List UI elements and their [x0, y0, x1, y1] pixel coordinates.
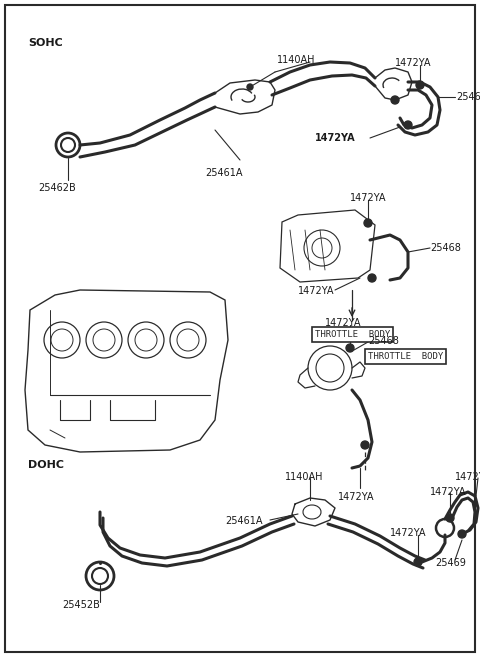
- Text: 1472YA: 1472YA: [338, 492, 374, 502]
- Text: DOHC: DOHC: [28, 460, 64, 470]
- Text: 1472YA: 1472YA: [315, 133, 356, 143]
- Text: 25469: 25469: [456, 92, 480, 102]
- Circle shape: [416, 81, 424, 89]
- Text: 1472YA: 1472YA: [325, 318, 361, 328]
- Circle shape: [458, 530, 466, 538]
- Circle shape: [446, 514, 454, 522]
- Text: 25461A: 25461A: [205, 168, 242, 178]
- Text: 25452B: 25452B: [62, 600, 100, 610]
- Circle shape: [391, 96, 399, 104]
- Text: THROTTLE  BODY: THROTTLE BODY: [368, 352, 443, 361]
- Text: 1472YA: 1472YA: [298, 286, 335, 296]
- Text: 1472YA: 1472YA: [395, 58, 432, 68]
- Circle shape: [346, 344, 354, 352]
- Circle shape: [414, 558, 422, 566]
- Text: 25468: 25468: [368, 336, 399, 346]
- Text: 1140AH: 1140AH: [285, 472, 324, 482]
- Text: 1140AH: 1140AH: [277, 55, 315, 65]
- Circle shape: [361, 441, 369, 449]
- Text: 1472YA: 1472YA: [350, 193, 386, 203]
- Circle shape: [404, 121, 412, 129]
- Text: 1472YA: 1472YA: [390, 528, 427, 538]
- Text: 25469: 25469: [435, 558, 466, 568]
- Text: 1472YA: 1472YA: [430, 487, 467, 497]
- Text: THROTTLE  BODY: THROTTLE BODY: [315, 330, 390, 339]
- Text: 1472YA: 1472YA: [455, 472, 480, 482]
- Circle shape: [364, 219, 372, 227]
- Text: 25468: 25468: [430, 243, 461, 253]
- Circle shape: [247, 84, 253, 90]
- Text: 25461A: 25461A: [225, 516, 263, 526]
- Circle shape: [368, 274, 376, 282]
- Text: SOHC: SOHC: [28, 38, 63, 48]
- Text: 25462B: 25462B: [38, 183, 76, 193]
